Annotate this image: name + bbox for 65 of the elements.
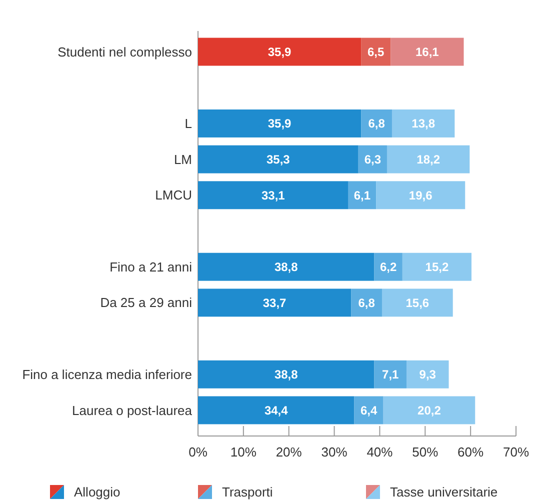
data-label: 16,1 [416,44,440,59]
legend-label: Tasse universitarie [390,484,498,500]
x-tick-label: 20% [276,444,302,460]
bar [386,145,470,174]
data-label: 13,8 [412,116,436,131]
x-tick-label: 60% [458,444,484,460]
x-tick-label: 70% [502,444,530,460]
x-tick-label: 10% [230,444,257,460]
bar [198,288,352,317]
bar [383,396,476,424]
y-tick-label: LMCU [155,188,192,203]
bar [361,38,391,66]
bar [382,288,453,317]
y-tick-label: Studenti nel complesso [58,44,192,60]
bar [198,360,374,388]
data-label: 6,4 [360,403,378,418]
x-tick-label: 0% [188,444,208,460]
bar [351,288,382,317]
data-label: 18,2 [416,152,440,167]
y-tick-label: Laurea o post-laurea [72,402,193,418]
data-label: 38,8 [274,368,298,382]
bar [198,396,354,424]
y-tick-label: Fino a 21 anni [110,259,192,274]
data-label: 15,6 [406,296,430,310]
data-label: 19,6 [408,188,433,202]
bar [354,396,384,424]
bar [198,145,358,174]
bar [348,181,376,210]
data-label: 35,3 [266,152,290,167]
y-tick-label: LM [174,152,192,167]
bar [406,360,449,388]
data-label: 6,8 [358,296,376,310]
bar [390,38,464,66]
y-tick-label: Da 25 a 29 anni [100,295,192,310]
legend-label: Alloggio [74,484,120,500]
bar [198,252,374,281]
y-tick-label: Fino a licenza media inferiore [22,366,192,382]
legend-label: Trasporti [222,484,273,500]
data-label: 9,3 [419,368,436,382]
data-label: 15,2 [425,260,449,274]
data-label: 33,1 [262,188,286,202]
bar [361,109,392,138]
data-label: 35,9 [268,44,292,59]
data-label: 6,2 [380,260,398,274]
data-label: 34,4 [264,403,288,418]
x-tick-label: 30% [321,444,348,460]
bar [402,252,472,281]
data-label: 7,1 [382,368,400,382]
x-tick-label: 40% [366,444,394,460]
data-label: 38,8 [274,260,298,274]
data-label: 6,3 [364,152,382,167]
y-tick-label: L [184,116,192,132]
bar [198,109,362,138]
bar [392,109,455,138]
data-label: 6,8 [368,116,386,131]
data-label: 35,9 [268,116,292,131]
data-label: 6,5 [368,44,385,59]
data-label: 20,2 [418,403,442,418]
bar [198,38,362,66]
bar [376,181,466,210]
bar [198,181,348,210]
data-label: 6,1 [354,188,371,202]
x-tick-label: 50% [412,444,439,460]
bar [374,360,407,388]
data-label: 33,7 [262,296,287,310]
